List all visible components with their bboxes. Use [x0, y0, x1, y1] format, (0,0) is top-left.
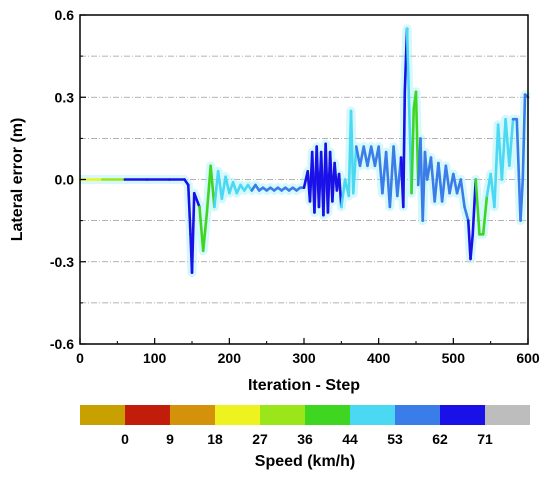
colorbar-tick-label: 18 [207, 431, 223, 447]
colorbar-swatch [80, 405, 125, 425]
colorbar-tick-label: 53 [387, 431, 403, 447]
series-segment [440, 164, 448, 203]
colorbar-swatch [125, 405, 170, 425]
colorbar-swatch [395, 405, 440, 425]
series-segment [198, 205, 205, 253]
series-segment [481, 194, 489, 236]
series-segment [213, 169, 220, 209]
x-tick-label: 0 [76, 350, 84, 366]
x-tick-label: 200 [218, 350, 242, 366]
series-segment [469, 233, 475, 261]
colorbar-swatch [260, 405, 305, 425]
series-segment [515, 117, 522, 222]
series-segment [392, 145, 399, 198]
series-segment [220, 175, 227, 200]
colorbar-swatch [170, 405, 215, 425]
x-tick-label: 300 [292, 350, 316, 366]
x-tick-label: 100 [143, 350, 167, 366]
y-tick-label: 0.0 [55, 172, 75, 188]
series-segment [224, 175, 231, 195]
series-segment [474, 178, 481, 236]
series-segment [493, 123, 500, 209]
series-segment [519, 178, 525, 222]
colorbar-swatch [350, 405, 395, 425]
series-segment [444, 164, 451, 195]
colorbar-tick-label: 62 [432, 431, 448, 447]
colorbar-swatch [215, 405, 260, 425]
series-segment [351, 145, 358, 195]
series-segment [340, 178, 347, 209]
speed-colorbar: 0 9 18 27 36 44 53 62 71 [80, 405, 530, 447]
series-segment [192, 191, 201, 209]
colorbar-tick-label: 44 [342, 431, 358, 447]
colorbar-swatch [485, 405, 530, 425]
x-tick-label: 600 [516, 350, 540, 366]
x-tick-label: 500 [442, 350, 466, 366]
colorbar-tick-label: 71 [477, 431, 493, 447]
series-segment [190, 191, 196, 275]
series-segment [186, 183, 192, 236]
x-tick-label: 400 [367, 350, 391, 366]
colorbar-tick-label: 0 [121, 431, 129, 447]
colorbar-tick-label: 27 [252, 431, 268, 447]
series-segment [402, 90, 407, 209]
series-segment [209, 164, 216, 209]
series-segment [410, 106, 416, 195]
series-segment [421, 150, 427, 222]
colorbar-tick-label: 9 [166, 431, 174, 447]
y-axis: -0.6 -0.3 0.0 0.3 0.6 [50, 7, 86, 352]
series-segment [459, 178, 466, 209]
series-segment [521, 93, 527, 181]
series-segment [463, 205, 470, 222]
lateral-error-series [78, 24, 532, 278]
colorbar-tick-label: 36 [297, 431, 313, 447]
series-segment [508, 117, 515, 168]
x-axis-title: Iteration - Step [248, 377, 360, 394]
colorbar-title: Speed (km/h) [255, 453, 355, 470]
series-glow [80, 24, 532, 278]
series-segment [429, 156, 436, 203]
series-segment [377, 145, 384, 195]
series-segment [216, 169, 224, 200]
y-tick-label: 0.3 [55, 89, 75, 105]
y-axis-title: Lateral error (m) [9, 118, 26, 242]
series-segment [231, 180, 239, 195]
series-segment [201, 211, 209, 253]
series-segment [388, 145, 395, 209]
y-tick-label: -0.6 [50, 336, 74, 352]
y-tick-label: 0.6 [55, 7, 75, 23]
colorbar-swatch [305, 405, 350, 425]
series-segment [452, 172, 459, 195]
series-segment [500, 117, 507, 181]
x-axis: 0 100 200 300 400 500 600 [76, 338, 540, 366]
y-tick-label: -0.3 [50, 254, 74, 270]
colorbar-swatch [440, 405, 485, 425]
series-segment [405, 27, 411, 113]
series-segment [205, 164, 212, 214]
